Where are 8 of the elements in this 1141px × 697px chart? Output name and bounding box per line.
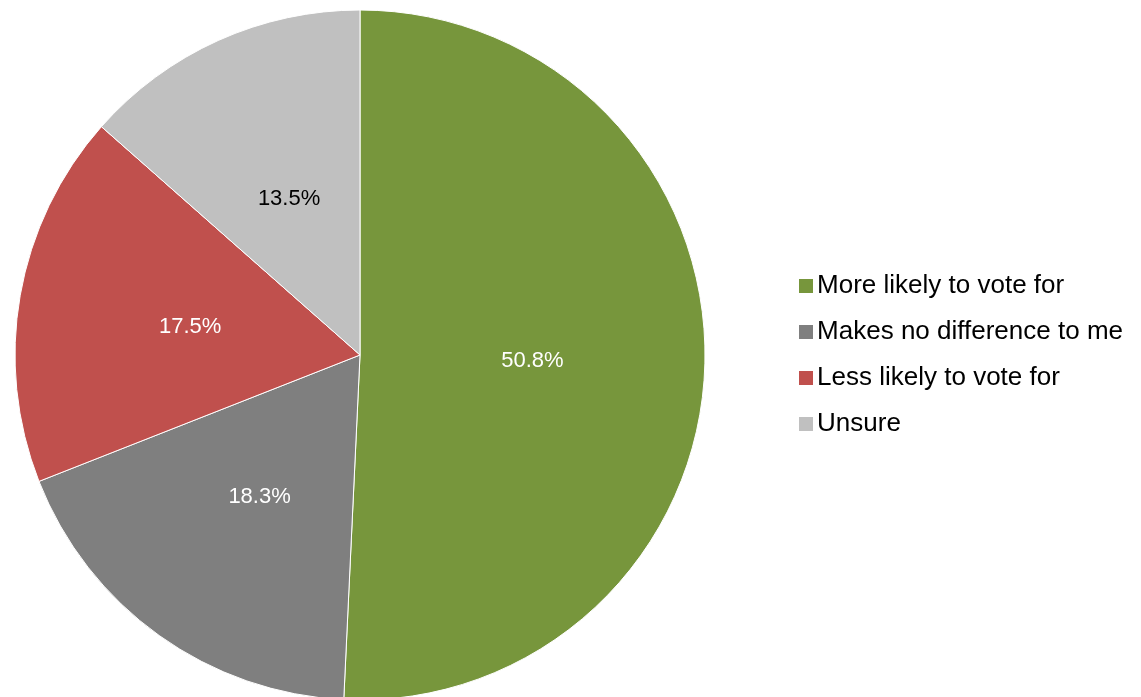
data-label: 50.8%: [501, 346, 564, 372]
data-label: 13.5%: [257, 185, 321, 211]
data-label: 18.3%: [228, 482, 291, 508]
data-label: 17.5%: [158, 312, 222, 338]
legend-label: Unsure: [817, 407, 901, 437]
legend-label: Less likely to vote for: [817, 361, 1060, 391]
legend-label: Makes no difference to me: [817, 315, 1123, 345]
legend-label: More likely to vote for: [817, 269, 1065, 299]
